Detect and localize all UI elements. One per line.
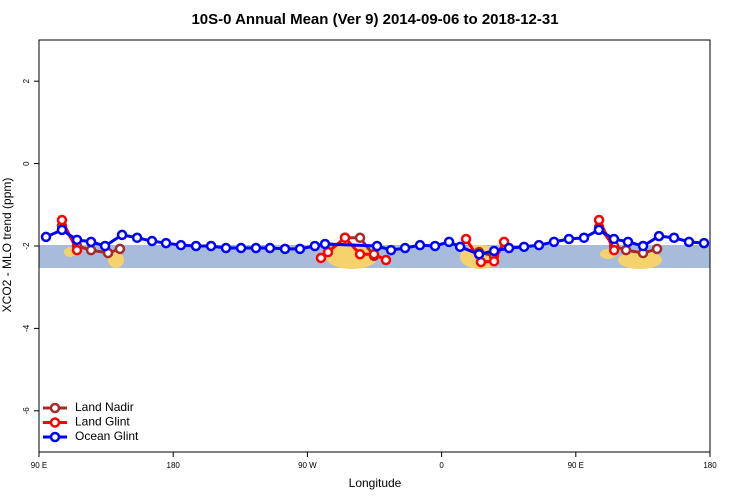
x-tick-label: 90 W [298, 461, 317, 470]
y-tick-label: 2 [22, 78, 31, 83]
data-point [99, 240, 111, 252]
data-point [518, 241, 530, 253]
legend-marker [49, 402, 61, 414]
data-point [651, 243, 663, 255]
data-point [131, 232, 143, 244]
data-point [315, 252, 327, 264]
map-land [618, 251, 662, 269]
data-point [473, 248, 485, 260]
x-tick-label: 90 E [31, 461, 47, 470]
x-tick-label: 180 [703, 461, 717, 470]
data-point [175, 239, 187, 251]
x-tick-label: 180 [167, 461, 181, 470]
data-point [533, 239, 545, 251]
data-point [220, 242, 232, 254]
data-point [56, 224, 68, 236]
data-point [205, 240, 217, 252]
data-point [235, 242, 247, 254]
data-point [371, 240, 383, 252]
data-point [454, 241, 466, 253]
y-tick-label: -6 [22, 407, 31, 415]
data-point [698, 237, 710, 249]
data-point [380, 254, 392, 266]
data-point [608, 244, 620, 256]
data-point [368, 248, 380, 260]
data-point [160, 237, 172, 249]
data-point [548, 236, 560, 248]
data-point [443, 236, 455, 248]
x-tick-label: 0 [439, 461, 444, 470]
data-point [264, 242, 276, 254]
legend-label: Land Glint [75, 415, 130, 429]
data-point [683, 236, 695, 248]
y-axis-label: XCO2 - MLO trend (ppm) [0, 178, 14, 313]
data-point [399, 242, 411, 254]
legend-marker [49, 417, 61, 428]
data-point [279, 243, 291, 255]
data-point [114, 243, 126, 255]
legend-marker [49, 431, 61, 443]
data-point [339, 232, 351, 244]
map-land [326, 245, 378, 269]
data-point [563, 233, 575, 245]
chart-title: 10S-0 Annual Mean (Ver 9) 2014-09-06 to … [191, 11, 558, 28]
data-point [608, 233, 620, 245]
data-point [354, 248, 366, 260]
data-point [71, 244, 83, 256]
data-point [503, 242, 515, 254]
legend-label: Ocean Glint [75, 429, 139, 443]
data-point [309, 240, 321, 252]
data-point [668, 232, 680, 244]
data-point [40, 231, 52, 243]
y-tick-label: 0 [22, 161, 31, 166]
data-point [653, 230, 665, 242]
data-point [429, 240, 441, 252]
data-point [250, 242, 262, 254]
data-point [622, 236, 634, 248]
data-point [146, 235, 158, 247]
data-point [637, 240, 649, 252]
data-point [488, 245, 500, 257]
data-point [85, 236, 97, 248]
data-point [488, 255, 500, 267]
data-point [85, 244, 97, 256]
data-point [385, 244, 397, 256]
data-point [319, 238, 331, 250]
data-point [190, 240, 202, 252]
data-point [414, 239, 426, 251]
data-point [71, 234, 83, 246]
x-axis-label: Longitude [349, 476, 402, 490]
x-tick-label: 90 E [568, 461, 584, 470]
y-tick-label: -2 [22, 242, 31, 250]
data-point [578, 232, 590, 244]
y-tick-label: -4 [22, 324, 31, 332]
data-point [593, 224, 605, 236]
data-point [593, 214, 605, 226]
data-point [56, 214, 68, 226]
data-point [620, 244, 632, 256]
legend-label: Land Nadir [75, 400, 134, 414]
data-point [116, 229, 128, 241]
data-point [460, 233, 472, 245]
data-point [322, 246, 334, 258]
data-point [354, 232, 366, 244]
data-point [294, 243, 306, 255]
